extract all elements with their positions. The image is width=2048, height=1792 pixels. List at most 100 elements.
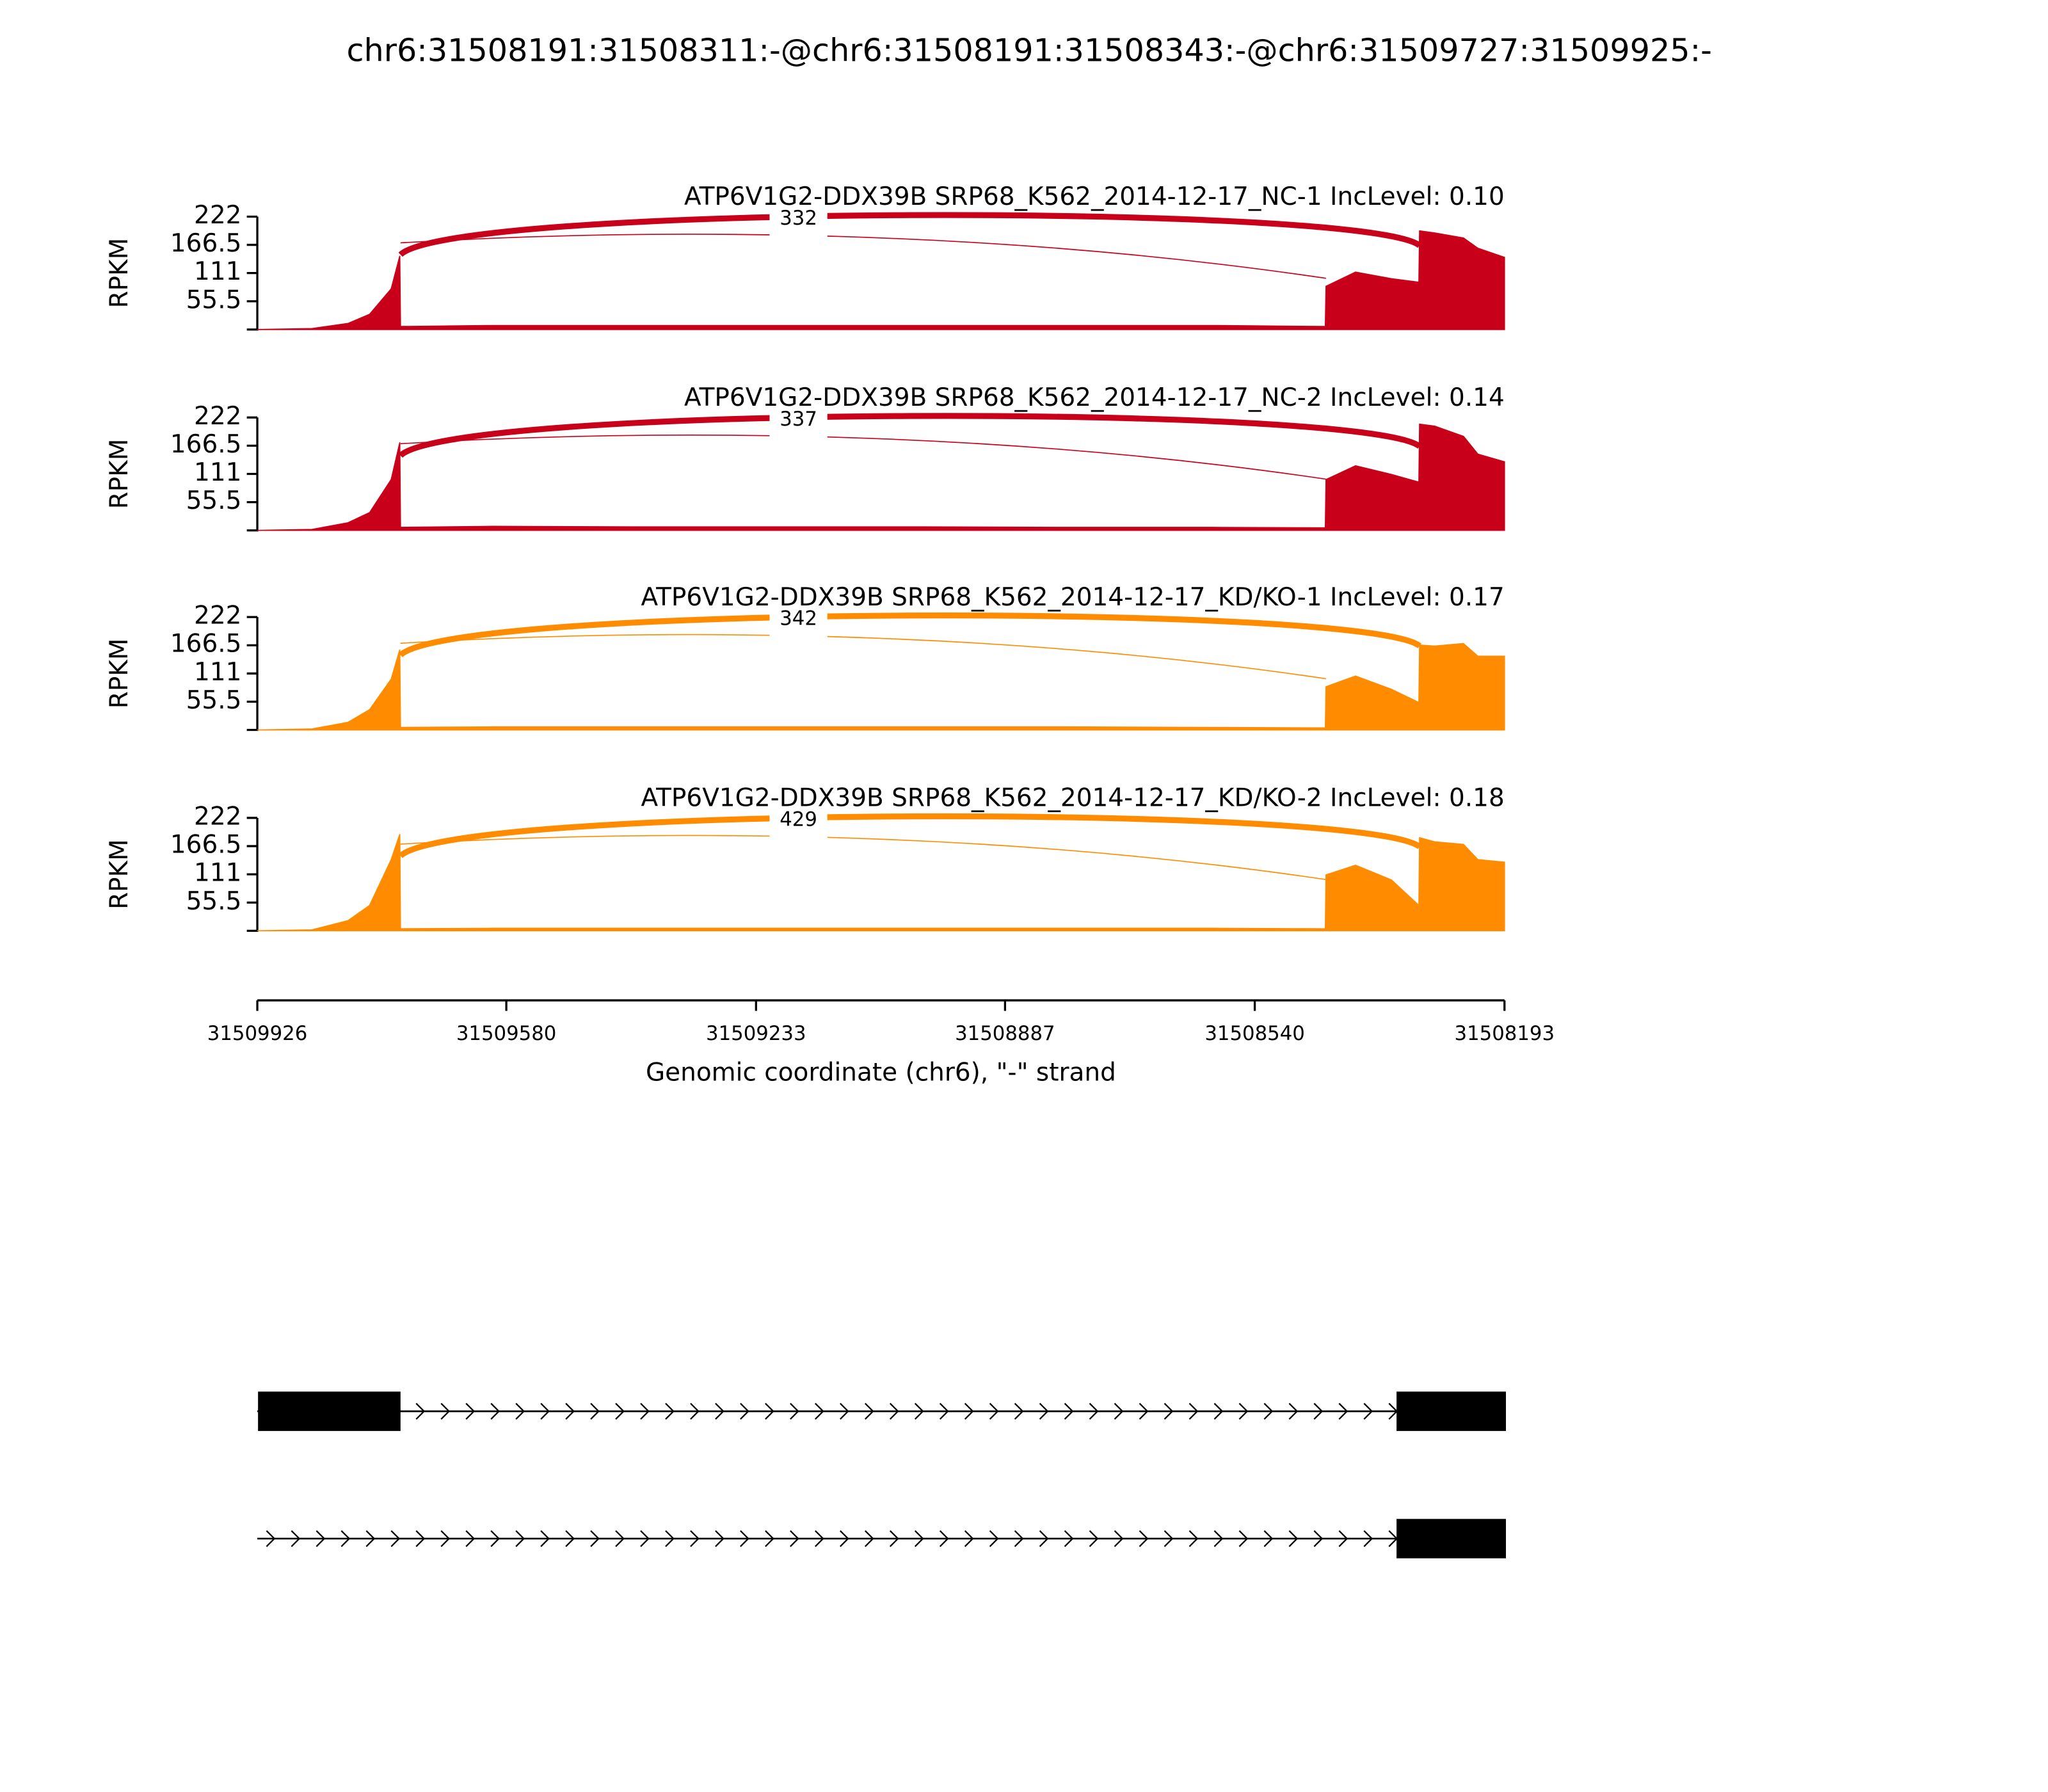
strand-chevron xyxy=(640,1403,650,1420)
minor-junction-arc xyxy=(400,835,1327,881)
y-axis-label: RPKM xyxy=(105,839,134,909)
strand-chevron xyxy=(1188,1530,1199,1548)
strand-chevron xyxy=(415,1530,426,1548)
exon xyxy=(1396,1519,1507,1558)
x-axis-label: Genomic coordinate (chr6), "-" strand xyxy=(646,1058,1116,1087)
strand-chevron xyxy=(665,1403,675,1420)
strand-chevron xyxy=(914,1530,924,1548)
y-tick-label: 222 xyxy=(194,802,241,831)
y-tick-label: 111 xyxy=(194,859,241,888)
strand-chevron xyxy=(1089,1530,1099,1548)
junction-label-box xyxy=(769,807,828,842)
y-tick-label: 166.5 xyxy=(170,630,242,659)
strand-chevron xyxy=(1164,1403,1174,1420)
strand-chevron xyxy=(440,1403,451,1420)
junction-label-box xyxy=(769,206,828,241)
strand-chevron xyxy=(365,1530,376,1548)
y-tick-label: 222 xyxy=(194,602,241,630)
strand-chevron xyxy=(1139,1403,1149,1420)
strand-chevron xyxy=(740,1403,749,1420)
strand-chevron xyxy=(1213,1403,1224,1420)
strand-chevron xyxy=(565,1530,575,1548)
strand-chevron xyxy=(1288,1530,1299,1548)
strand-chevron xyxy=(640,1530,650,1548)
y-tick-label: 222 xyxy=(194,402,241,431)
strand-chevron xyxy=(889,1530,899,1548)
strand-chevron xyxy=(715,1403,724,1420)
strand-chevron xyxy=(1064,1530,1074,1548)
x-tick-label: 31509580 xyxy=(456,1022,557,1045)
x-tick-label: 31509926 xyxy=(207,1022,308,1045)
strand-chevron xyxy=(690,1403,700,1420)
strand-chevron xyxy=(815,1403,824,1420)
y-tick-label: 55.5 xyxy=(186,486,242,515)
strand-chevron xyxy=(1313,1403,1324,1420)
strand-chevron xyxy=(1263,1530,1274,1548)
junction-label: 337 xyxy=(780,408,817,431)
coverage-area xyxy=(257,834,1505,932)
strand-chevron xyxy=(665,1530,675,1548)
junction-label: 332 xyxy=(780,207,817,230)
coverage-area xyxy=(257,643,1505,731)
junction-label: 429 xyxy=(780,808,817,831)
y-axis-label: RPKM xyxy=(105,439,134,509)
strand-chevron xyxy=(1114,1403,1124,1420)
strand-chevron xyxy=(1313,1530,1324,1548)
exon xyxy=(1396,1391,1507,1431)
y-tick-label: 55.5 xyxy=(186,686,242,715)
strand-chevron xyxy=(1338,1530,1348,1548)
y-axis-label: RPKM xyxy=(105,238,134,308)
strand-chevron xyxy=(1363,1530,1373,1548)
y-tick-label: 111 xyxy=(194,658,241,687)
strand-chevron xyxy=(1363,1403,1373,1420)
exon xyxy=(258,1391,401,1431)
strand-chevron xyxy=(1114,1530,1124,1548)
strand-chevron xyxy=(465,1530,476,1548)
y-tick-label: 222 xyxy=(194,201,241,230)
strand-chevron xyxy=(989,1530,999,1548)
minor-junction-arc xyxy=(400,634,1327,680)
junction-arc xyxy=(398,413,1421,458)
strand-chevron xyxy=(340,1530,351,1548)
x-tick-label: 31508540 xyxy=(1204,1022,1305,1045)
y-tick-label: 55.5 xyxy=(186,887,242,916)
strand-chevron xyxy=(939,1530,949,1548)
minor-junction-arc xyxy=(400,234,1327,279)
strand-chevron xyxy=(1188,1403,1199,1420)
strand-chevron xyxy=(1039,1403,1049,1420)
strand-chevron xyxy=(291,1530,301,1548)
strand-chevron xyxy=(540,1530,550,1548)
strand-chevron xyxy=(515,1530,525,1548)
strand-chevron xyxy=(415,1403,426,1420)
strand-chevron xyxy=(1039,1530,1049,1548)
junction-arc xyxy=(398,212,1421,257)
strand-chevron xyxy=(490,1403,500,1420)
strand-chevron xyxy=(1338,1403,1348,1420)
strand-chevron xyxy=(615,1403,625,1420)
junction-arc xyxy=(398,612,1421,658)
strand-chevron xyxy=(1064,1403,1074,1420)
minor-junction-arc xyxy=(400,435,1327,480)
strand-chevron xyxy=(515,1403,525,1420)
strand-chevron xyxy=(465,1403,476,1420)
strand-chevron xyxy=(715,1530,724,1548)
strand-chevron xyxy=(765,1403,774,1420)
strand-chevron xyxy=(939,1403,949,1420)
coverage-area xyxy=(257,230,1505,330)
strand-chevron xyxy=(266,1530,276,1548)
strand-chevron xyxy=(864,1530,874,1548)
strand-chevron xyxy=(1238,1530,1249,1548)
y-tick-label: 166.5 xyxy=(170,229,242,258)
strand-chevron xyxy=(1139,1530,1149,1548)
y-tick-label: 111 xyxy=(194,257,241,286)
coverage-area xyxy=(257,423,1505,531)
strand-chevron xyxy=(1288,1403,1299,1420)
strand-chevron xyxy=(790,1530,799,1548)
strand-chevron xyxy=(565,1403,575,1420)
x-tick-label: 31508887 xyxy=(955,1022,1055,1045)
junction-label: 342 xyxy=(780,607,817,630)
chart-title: chr6:31508191:31508311:-@chr6:31508191:3… xyxy=(346,32,1711,69)
strand-chevron xyxy=(740,1530,749,1548)
